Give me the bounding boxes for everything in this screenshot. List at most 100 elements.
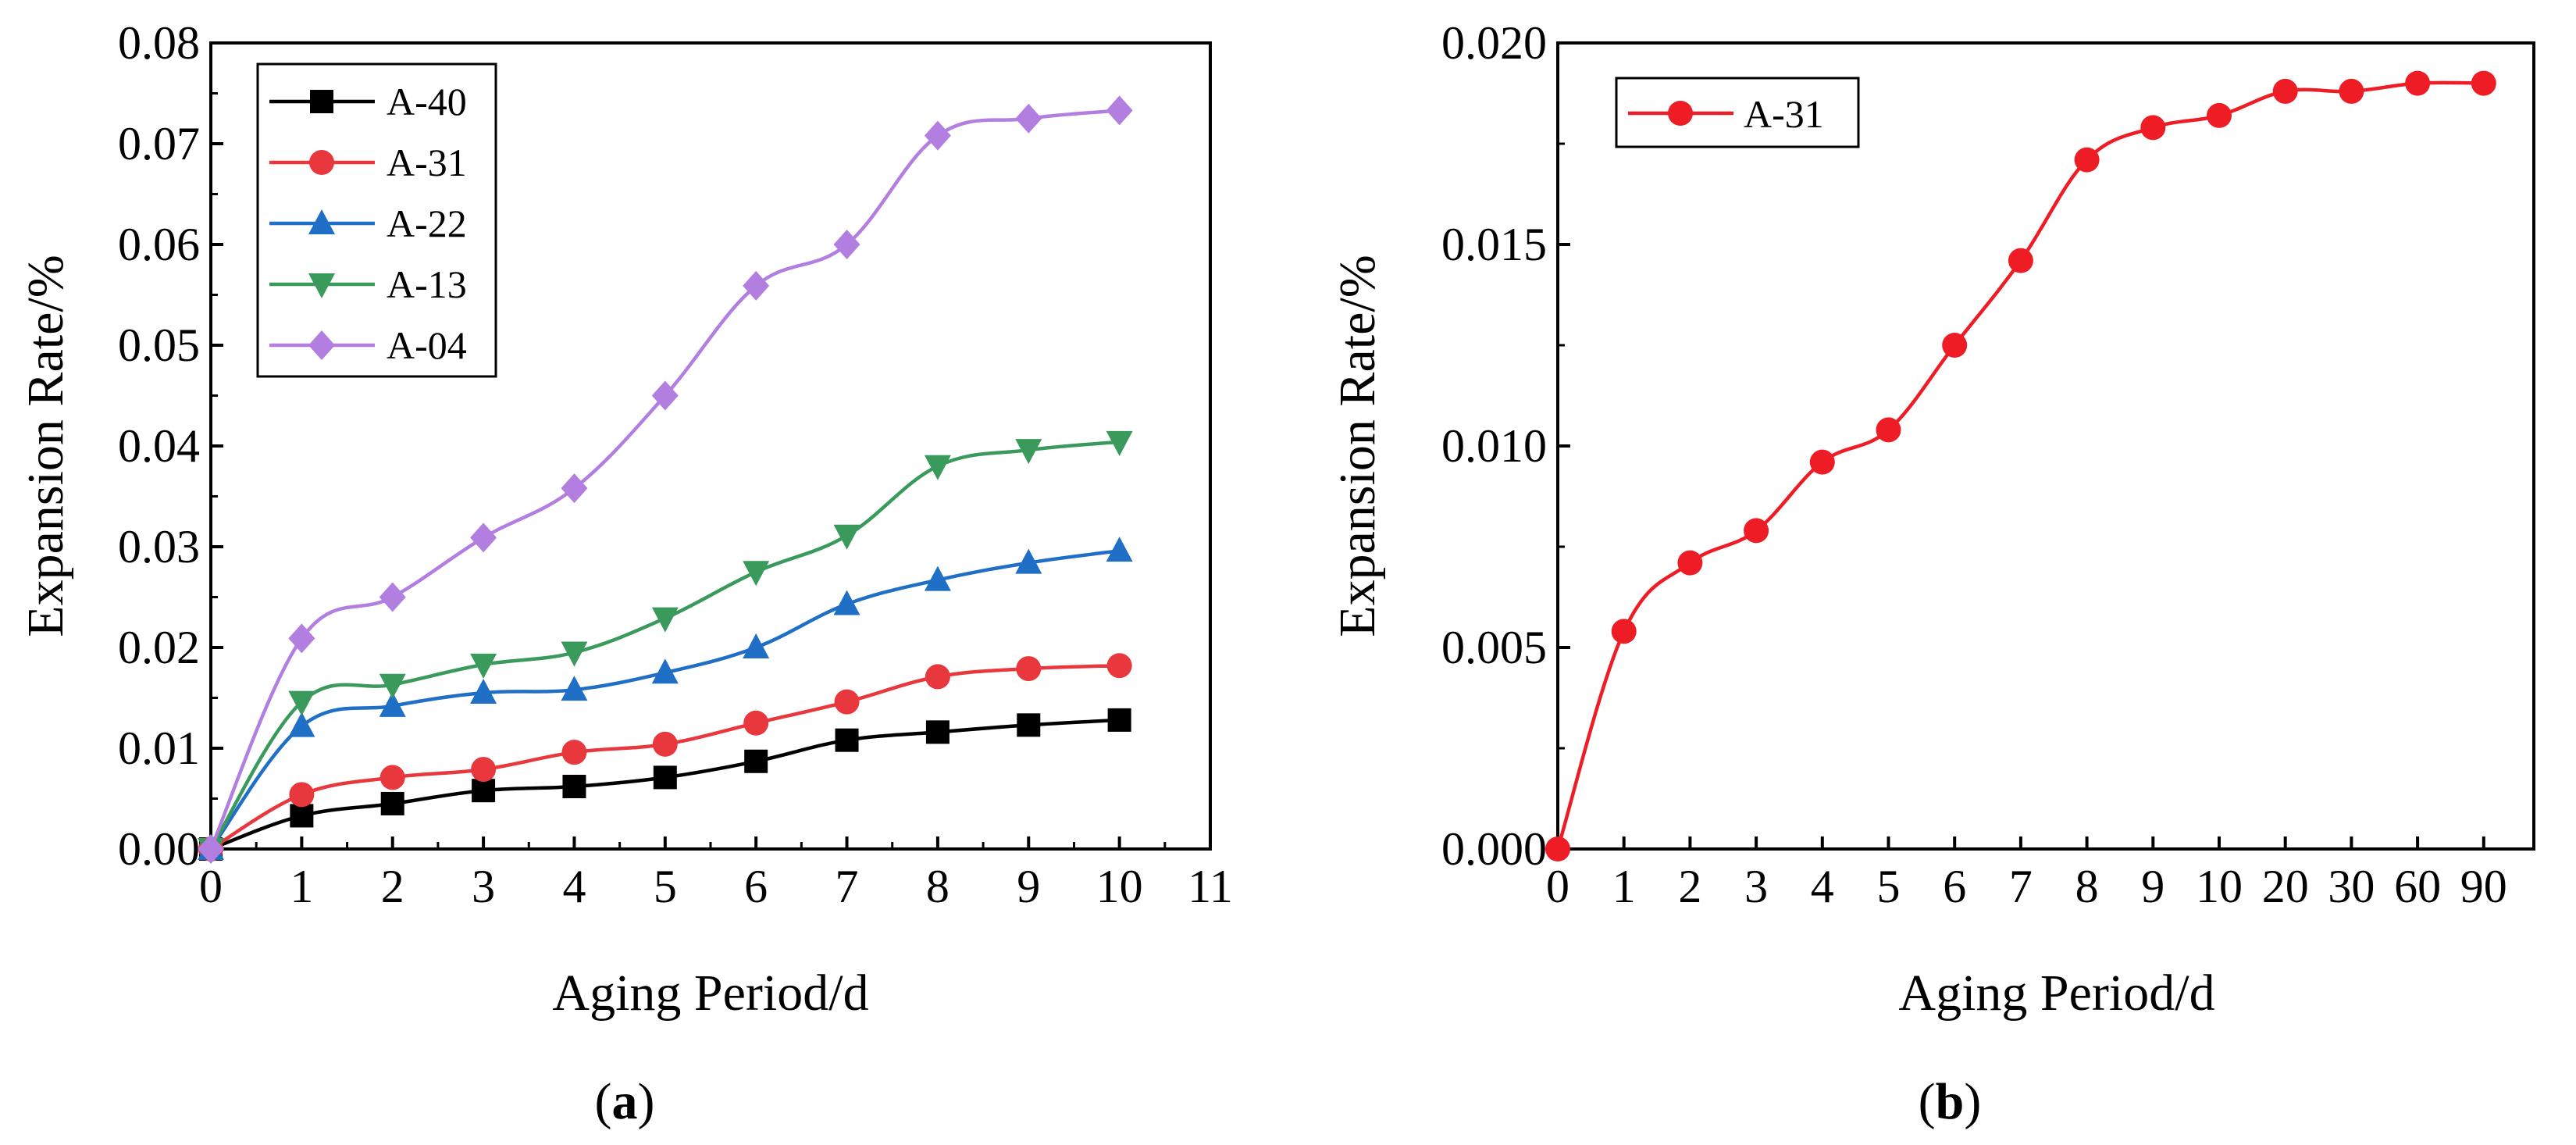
panel-b-x-tick-label: 90 xyxy=(2460,861,2507,912)
panel-a-y-ticks: 0.00 0.01 0.02 0.03 0.04 0.05 0.06 0.07 0.08 xyxy=(118,17,223,875)
panel-a-legend: A-40 A-31 A-22 A-13 A-04 xyxy=(256,62,497,378)
panel-a-point-a-04 xyxy=(379,582,406,612)
panel-a-point-a-13 xyxy=(470,653,497,679)
panel-a-point-a-13 xyxy=(379,673,406,699)
panel-a-point-a-40 xyxy=(380,791,404,815)
panel-a-y-tick-label: 0.05 xyxy=(118,319,200,371)
panel-a-x-ticks: 0 1 2 3 4 5 6 7 8 9 10 11 xyxy=(199,836,1233,912)
panel-a-point-a-40 xyxy=(472,779,496,803)
panel-a-point-a-04 xyxy=(924,120,951,151)
panel-b-y-tick-label: 0.020 xyxy=(1441,17,1547,69)
panel-b-series-group xyxy=(1545,70,2496,861)
panel-b-point-a-31 xyxy=(1744,518,1769,544)
panel-b-y-tick-label: 0.015 xyxy=(1441,219,1547,270)
panel-a-x-tick-label: 4 xyxy=(562,861,586,912)
panel-a-point-a-40 xyxy=(290,804,314,828)
panel-a-x-tick-label: 0 xyxy=(199,861,223,912)
panel-a-x-tick-label: 3 xyxy=(472,861,495,912)
panel-a-legend-label: A-04 xyxy=(387,323,467,367)
panel-b-legend-label: A-31 xyxy=(1744,92,1824,136)
panel-a-x-tick-label: 1 xyxy=(290,861,313,912)
panel-b-x-tick-label: 7 xyxy=(2009,861,2033,912)
panel-a-point-a-31 xyxy=(1016,656,1042,682)
panel-a-point-a-04 xyxy=(470,523,497,553)
panel-a-label: (a) xyxy=(595,1073,655,1130)
panel-a-legend-label: A-40 xyxy=(387,80,467,123)
panel-a-x-tick-label: 10 xyxy=(1096,861,1143,912)
panel-a-point-a-04 xyxy=(1106,95,1133,126)
panel-b-x-tick-label: 20 xyxy=(2262,861,2309,912)
panel-b-x-tick-label: 2 xyxy=(1678,861,1701,912)
panel-b-y-tick-label: 0.005 xyxy=(1441,622,1547,673)
panel-a-y-axis-title: Expansion Rate/% xyxy=(17,255,74,637)
panel-b-point-a-31 xyxy=(1545,836,1570,861)
panel-a-legend-marker-a-22 xyxy=(308,209,335,234)
panel-a-point-a-04 xyxy=(1015,103,1042,134)
panel-a-point-a-22 xyxy=(1106,537,1133,562)
panel-b-point-a-31 xyxy=(2339,78,2364,104)
panel-a-point-a-13 xyxy=(561,641,588,667)
panel-a-chart: 0.00 0.01 0.02 0.03 0.04 0.05 0.06 0.07 0.08 0 1 2… xyxy=(17,17,1233,1130)
panel-b-x-tick-label: 30 xyxy=(2328,861,2375,912)
panel-a-point-a-13 xyxy=(1015,439,1042,465)
panel-a-point-a-31 xyxy=(289,782,315,808)
panel-b-legend-marker-a-31 xyxy=(1668,101,1693,126)
panel-b-point-a-31 xyxy=(2008,248,2033,273)
panel-b-x-tick-label: 4 xyxy=(1811,861,1834,912)
panel-b-chart: 0.000 0.005 0.010 0.015 0.020 0 1 2 3 4 5 6 7 8 9 10 20… xyxy=(1329,17,2535,1130)
panel-a-point-a-22 xyxy=(561,676,588,701)
panel-a-point-a-04 xyxy=(288,623,315,654)
panel-a-legend-marker-a-40 xyxy=(310,90,333,113)
panel-a-point-a-40 xyxy=(925,720,950,744)
panel-a-point-a-31 xyxy=(743,710,769,736)
panel-a-y-tick-label: 0.00 xyxy=(118,823,200,875)
panel-a-point-a-40 xyxy=(835,728,859,752)
panel-a-x-tick-label: 7 xyxy=(836,861,859,912)
panel-a-x-tick-label: 8 xyxy=(926,861,950,912)
panel-a-point-a-13 xyxy=(651,607,679,633)
panel-a-point-a-22 xyxy=(288,712,315,737)
panel-b-y-tick-label: 0.010 xyxy=(1441,420,1547,472)
panel-a-point-a-04 xyxy=(198,834,224,864)
panel-a-legend-marker-a-04 xyxy=(308,330,335,360)
panel-a-y-tick-label: 0.08 xyxy=(118,17,200,69)
panel-b-point-a-31 xyxy=(1677,550,1703,576)
panel-a-point-a-04 xyxy=(561,473,588,504)
panel-a-x-tick-label: 5 xyxy=(654,861,677,912)
panel-b-x-tick-label: 10 xyxy=(2196,861,2243,912)
panel-a-point-a-31 xyxy=(1106,653,1132,679)
panel-b-point-a-31 xyxy=(1876,417,1901,443)
panel-b-x-tick-label: 1 xyxy=(1612,861,1636,912)
panel-a-point-a-22 xyxy=(1015,548,1042,574)
panel-a-point-a-13 xyxy=(833,524,860,550)
panel-a-point-a-22 xyxy=(743,633,770,658)
panel-b-line-a-31 xyxy=(1555,80,2484,850)
panel-b-plot-frame xyxy=(1556,41,2535,851)
panel-b-x-tick-label: 5 xyxy=(1877,861,1901,912)
panel-b-x-tick-label: 6 xyxy=(1943,861,1966,912)
panel-a-point-a-22 xyxy=(833,590,860,615)
panel-a-y-tick-label: 0.01 xyxy=(118,722,200,774)
panel-a-line-a-31 xyxy=(209,663,1120,851)
panel-a-legend-label: A-31 xyxy=(387,141,467,184)
panel-a-x-axis-title: Aging Period/d xyxy=(552,965,868,1022)
panel-b-x-tick-label: 60 xyxy=(2394,861,2441,912)
panel-b-x-tick-label: 9 xyxy=(2141,861,2164,912)
panel-a-point-a-22 xyxy=(651,658,679,684)
panel-a-point-a-13 xyxy=(743,561,770,587)
panel-a-point-a-40 xyxy=(562,775,586,799)
panel-a-x-tick-label: 6 xyxy=(744,861,768,912)
panel-a-x-tick-label: 9 xyxy=(1017,861,1040,912)
panel-a-point-a-04 xyxy=(651,380,679,411)
panel-a-y-tick-label: 0.07 xyxy=(118,118,200,169)
panel-b-point-a-31 xyxy=(1942,333,1968,358)
panel-a-point-a-13 xyxy=(1106,430,1133,456)
panel-b-point-a-31 xyxy=(2471,70,2496,96)
panel-b-point-a-31 xyxy=(1611,619,1637,644)
panel-a-point-a-40 xyxy=(653,765,677,790)
panel-a-line-a-22 xyxy=(209,548,1120,851)
panel-a-point-a-40 xyxy=(1107,708,1131,732)
panel-b-x-ticks: 0 1 2 3 4 5 6 7 8 9 10 20 30 60 90 xyxy=(1546,836,2507,912)
panel-a-legend-box xyxy=(256,62,497,378)
